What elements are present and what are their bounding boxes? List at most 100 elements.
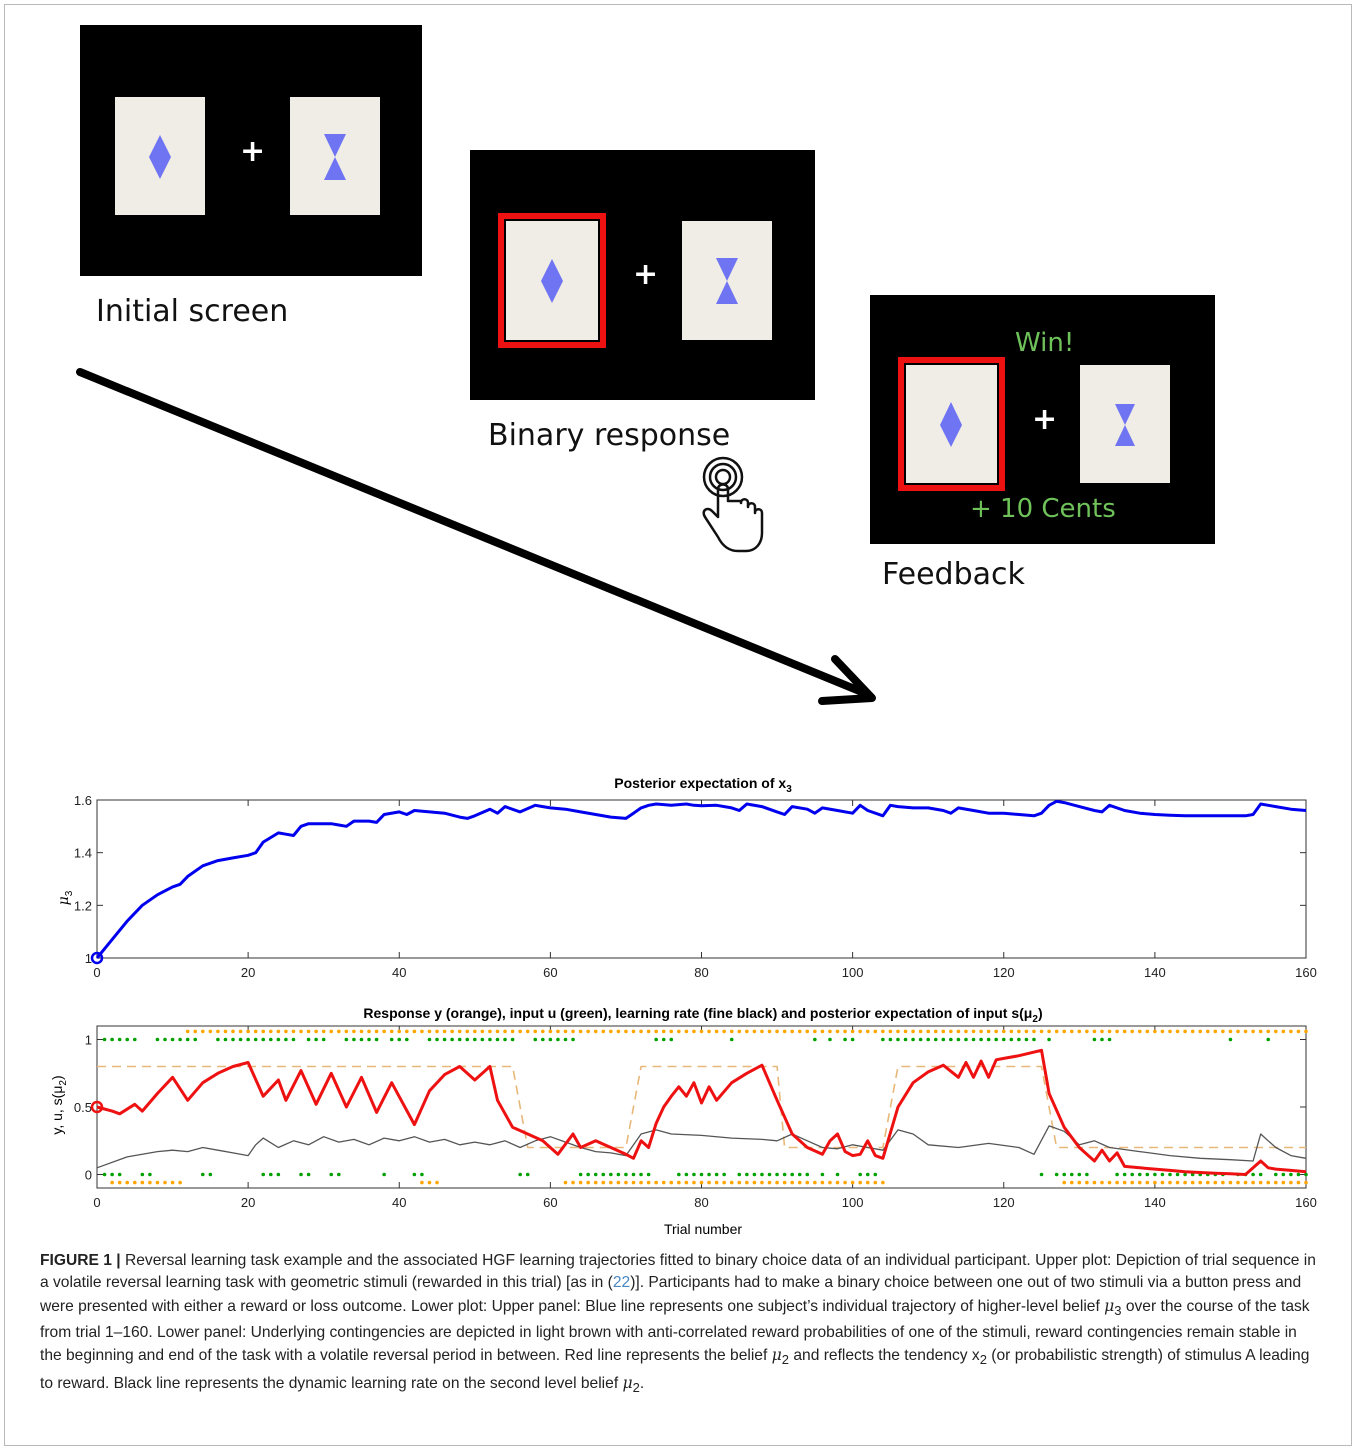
response-dot: [918, 1029, 923, 1034]
input-dot: [707, 1172, 711, 1177]
response-dot: [420, 1029, 424, 1034]
right-stimulus-card: [290, 97, 380, 215]
input-dot: [1130, 1172, 1135, 1177]
response-dot: [843, 1029, 847, 1034]
response-dot: [1077, 1029, 1082, 1034]
input-dot: [533, 1037, 538, 1042]
reference-link[interactable]: 22: [612, 1274, 631, 1292]
input-dot: [1304, 1172, 1308, 1177]
input-dot: [669, 1037, 674, 1042]
response-dot: [1258, 1180, 1263, 1185]
input-dot: [510, 1037, 515, 1042]
input-dot: [442, 1037, 447, 1042]
input-dot: [609, 1172, 613, 1177]
response-dot: [669, 1180, 674, 1185]
response-dot: [1213, 1029, 1218, 1034]
y-tick-label: 1.2: [74, 898, 92, 913]
response-dot: [1296, 1180, 1301, 1185]
response-dot: [291, 1029, 296, 1034]
right-stimulus-card: [682, 221, 772, 340]
x-tick-label: 100: [842, 965, 864, 980]
response-dot: [1062, 1029, 1066, 1034]
response-dot: [1115, 1180, 1119, 1185]
input-dot: [276, 1172, 281, 1177]
input-dot: [1273, 1172, 1278, 1177]
response-dot: [1100, 1180, 1104, 1185]
response-dot: [1213, 1180, 1218, 1185]
binary-response-screen: +: [470, 150, 815, 400]
response-input-chart: Response y (orange), input u (green), le…: [49, 1005, 1317, 1237]
plot-frame: [96, 799, 1307, 959]
input-dot: [714, 1172, 719, 1177]
input-dot: [140, 1172, 145, 1177]
input-dot: [556, 1037, 560, 1042]
input-dot: [971, 1037, 976, 1042]
diamond-stimulus-icon: [940, 402, 962, 447]
response-dot: [427, 1029, 432, 1034]
response-dot: [480, 1029, 485, 1034]
response-dot: [601, 1180, 606, 1185]
response-dot: [593, 1180, 598, 1185]
chart-title: Response y (orange), input u (green), le…: [363, 1005, 1042, 1025]
response-dot: [699, 1180, 704, 1185]
input-dot: [329, 1172, 334, 1177]
response-dot: [170, 1180, 175, 1185]
input-dot: [1160, 1172, 1165, 1177]
response-dot: [450, 1029, 454, 1034]
response-dot: [714, 1029, 719, 1034]
response-dot: [729, 1029, 734, 1034]
input-dot: [654, 1037, 658, 1042]
input-dot: [306, 1037, 311, 1042]
response-dot: [473, 1029, 477, 1034]
response-dot: [548, 1029, 553, 1034]
input-dot: [541, 1037, 545, 1042]
response-dot: [503, 1029, 507, 1034]
response-dot: [367, 1029, 371, 1034]
input-dot: [163, 1037, 167, 1042]
response-dot: [155, 1180, 160, 1185]
response-dot: [125, 1180, 130, 1185]
response-dot: [1122, 1029, 1127, 1034]
input-dot: [117, 1037, 122, 1042]
input-dot: [1168, 1172, 1172, 1177]
response-dot: [684, 1180, 689, 1185]
response-dot: [1198, 1029, 1203, 1034]
input-dot: [949, 1037, 953, 1042]
response-dot: [1001, 1029, 1006, 1034]
y-tick-label: 1: [85, 1033, 92, 1048]
input-dot: [911, 1037, 915, 1042]
response-dot: [1236, 1029, 1240, 1034]
response-dot: [631, 1180, 636, 1185]
x-tick-label: 140: [1144, 965, 1166, 980]
input-dot: [412, 1172, 417, 1177]
input-dot: [314, 1037, 318, 1042]
input-dot: [760, 1172, 764, 1177]
response-dot: [873, 1029, 878, 1034]
response-dot: [185, 1029, 190, 1034]
response-dot: [828, 1180, 832, 1185]
math-sub: 2: [979, 1352, 987, 1368]
input-dot: [828, 1037, 832, 1042]
input-dot: [684, 1172, 689, 1177]
caption-text: (or probabilistic strength) of stimulus …: [40, 1347, 1310, 1392]
response-dot: [624, 1029, 628, 1034]
fixation-cross: +: [240, 134, 266, 169]
response-dot: [616, 1180, 621, 1185]
feedback-label: Feedback: [882, 557, 1025, 592]
response-dot: [117, 1180, 122, 1185]
input-dot: [268, 1172, 273, 1177]
input-dot: [1100, 1037, 1104, 1042]
hourglass-stimulus-icon: [324, 134, 346, 180]
input-dot: [661, 1037, 666, 1042]
feedback-screen: Win! + + 10 Cents: [870, 295, 1215, 544]
input-dot: [1137, 1172, 1142, 1177]
response-dot: [1266, 1029, 1271, 1034]
response-dot: [1205, 1180, 1210, 1185]
response-dot: [616, 1029, 621, 1034]
input-dot: [473, 1037, 477, 1042]
response-dot: [306, 1029, 311, 1034]
response-dot: [828, 1029, 832, 1034]
input-dot: [1145, 1172, 1150, 1177]
input-dot: [397, 1037, 402, 1042]
response-dot: [427, 1180, 432, 1185]
